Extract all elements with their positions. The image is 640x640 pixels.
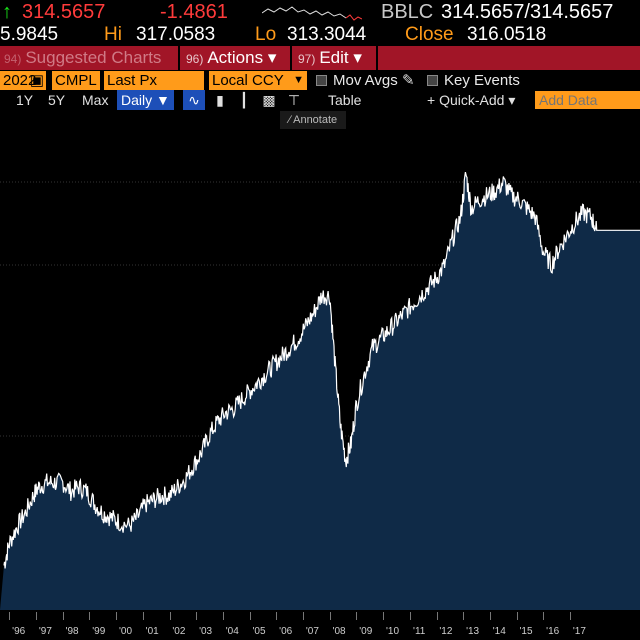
x-tick: [329, 612, 331, 620]
x-tick-label: '16: [546, 626, 560, 637]
x-tick: [249, 612, 251, 620]
open-value: 5.9845: [0, 24, 59, 45]
lo-value: 313.3044: [287, 24, 367, 45]
x-tick-label: '03: [199, 626, 213, 637]
price-field-select[interactable]: Last Px: [104, 71, 204, 90]
hi-value: 317.0583: [136, 24, 216, 45]
x-tick-label: '01: [145, 626, 159, 637]
x-tick-label: '05: [252, 626, 266, 637]
security-field[interactable]: CMPL: [52, 71, 100, 90]
edit-menu[interactable]: 97) Edit ▾: [298, 48, 362, 67]
x-tick: [222, 612, 224, 620]
x-tick-label: '07: [305, 626, 319, 637]
x-tick: [489, 612, 491, 620]
pencil-icon[interactable]: ✎: [402, 72, 415, 89]
x-tick-label: '06: [279, 626, 293, 637]
chart-settings-bar: 2022 ▣ CMPL Last Px Local CCY ▼ Mov Avgs…: [0, 71, 640, 90]
stats-bar: 5.9845 Hi 317.0583 Lo 313.3044 Close 316…: [0, 24, 640, 46]
key-events-label: Key Events: [444, 72, 520, 89]
x-tick: [36, 612, 37, 620]
annotate-button[interactable]: ∕ Annotate: [280, 111, 346, 129]
x-tick: [436, 612, 438, 620]
up-arrow-icon: ↑: [2, 1, 12, 23]
x-tick: [89, 612, 91, 620]
x-tick-label: '98: [65, 626, 79, 637]
x-tick-label: '14: [492, 626, 506, 637]
indicator-icon[interactable]: ⊤: [287, 92, 301, 108]
x-tick-label: '10: [385, 626, 400, 637]
x-tick-label: '04: [225, 626, 239, 637]
suggested-charts-menu[interactable]: 94) Suggested Charts: [4, 48, 162, 67]
lo-label: Lo: [255, 24, 277, 45]
x-tick: [303, 612, 304, 620]
menu-divider: [178, 46, 180, 70]
x-tick: [116, 612, 118, 620]
x-tick-label: '09: [359, 626, 373, 637]
x-tick-label: '96: [12, 626, 26, 637]
ticker-bar: ↑ 314.5657 -1.4861 BBLC 314.5657/314.565…: [0, 0, 640, 24]
candlestick-icon[interactable]: ▮: [216, 92, 224, 108]
price-chart: [0, 171, 640, 610]
bar-ohlc-icon[interactable]: ┃: [239, 92, 249, 108]
x-tick: [356, 612, 358, 620]
menu-divider: [376, 46, 378, 70]
x-tick-label: '15: [519, 626, 533, 637]
sparkline-icon: [262, 6, 362, 21]
bid-ask: 314.5657/314.5657: [441, 1, 614, 23]
table-button[interactable]: Table: [328, 92, 362, 108]
calendar-icon[interactable]: ▣: [29, 72, 44, 89]
x-tick: [543, 612, 545, 620]
price-area: [0, 172, 640, 610]
line-chart-icon[interactable]: ∿: [183, 90, 205, 110]
add-data-input[interactable]: [535, 91, 640, 109]
x-tick: [383, 612, 385, 620]
key-events-checkbox[interactable]: [427, 75, 438, 86]
close-label: Close: [405, 24, 454, 45]
last-price: 314.5657: [22, 1, 106, 23]
x-tick: [196, 612, 198, 620]
menu-bar: 94) Suggested Charts 96) Actions ▾ 97) Edit…: [0, 46, 640, 70]
x-tick: [276, 612, 278, 620]
actions-menu[interactable]: 96) Actions ▾: [186, 48, 277, 67]
net-change: -1.4861: [160, 1, 228, 23]
x-tick-label: '97: [38, 626, 52, 637]
price-line: [3, 171, 640, 569]
x-tick: [463, 612, 465, 620]
quick-add-button[interactable]: + Quick-Add ▾: [427, 92, 516, 108]
x-tick-label: '00: [118, 626, 133, 637]
range-5y[interactable]: 5Y: [48, 92, 66, 108]
x-tick-label: '13: [466, 626, 480, 637]
dropdown-icon[interactable]: ▼: [293, 74, 304, 86]
x-tick: [142, 612, 144, 620]
x-tick: [409, 612, 411, 620]
x-tick-label: '12: [439, 626, 453, 637]
pricing-source: BBLC: [381, 1, 434, 23]
x-tick-label: '02: [172, 626, 186, 637]
range-1y[interactable]: 1Y: [16, 92, 34, 108]
x-tick-label: '99: [92, 626, 106, 637]
x-axis: '96 '97 '98 '99 '00 '01 '02 '03 '04 '05 '06 '07 '08 '…: [0, 612, 640, 640]
x-tick-label: '17: [572, 626, 586, 637]
currency-select[interactable]: Local CCY ▼: [209, 71, 307, 90]
close-value: 316.0518: [467, 24, 547, 45]
x-tick: [570, 612, 571, 620]
chart-toolbar: 1Y 5Y Max Daily ▼ ∿ ▮ ┃ ▩ ⊤ Table + Quic…: [0, 90, 640, 110]
mov-avgs-label: Mov Avgs: [333, 72, 398, 89]
mountain-icon[interactable]: ▩: [262, 92, 276, 108]
x-tick-label: '11: [413, 626, 426, 637]
x-tick: [169, 612, 171, 620]
mov-avgs-checkbox[interactable]: [316, 75, 327, 86]
x-tick: [9, 612, 11, 620]
menu-divider: [290, 46, 292, 70]
x-tick: [516, 612, 518, 620]
period-select[interactable]: Daily ▼: [117, 90, 174, 110]
start-date-field[interactable]: 2022 ▣: [0, 71, 46, 90]
x-tick-label: '08: [332, 626, 346, 637]
hi-label: Hi: [104, 24, 122, 45]
range-max[interactable]: Max: [82, 92, 109, 108]
x-tick: [62, 612, 64, 620]
